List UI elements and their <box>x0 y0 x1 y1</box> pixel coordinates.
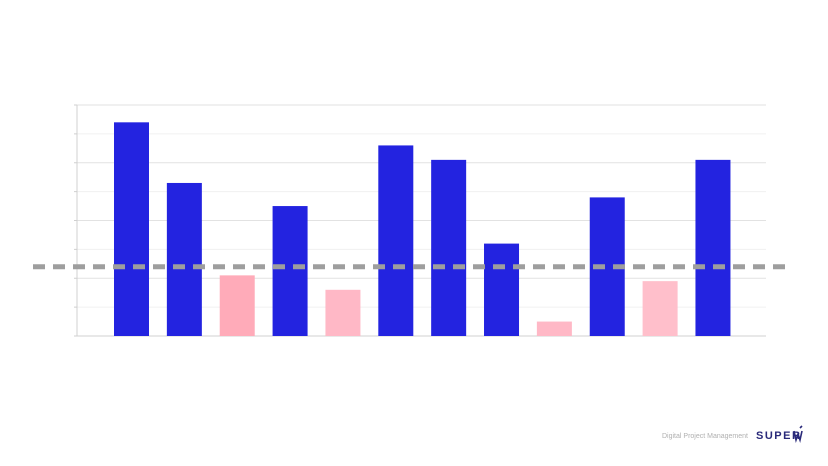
logo: SUPER <box>756 430 801 442</box>
bar <box>484 243 520 336</box>
plot-area <box>33 104 786 337</box>
bar <box>695 159 731 336</box>
bar <box>378 145 414 336</box>
bar <box>642 281 678 336</box>
bar <box>219 275 255 336</box>
bar <box>114 122 149 336</box>
bar <box>272 206 308 336</box>
logo-mark <box>793 425 803 443</box>
bar <box>166 182 202 336</box>
bar <box>536 321 572 336</box>
bar <box>431 159 467 336</box>
footer-text: Digital Project Management <box>662 433 748 440</box>
bar <box>325 289 361 336</box>
